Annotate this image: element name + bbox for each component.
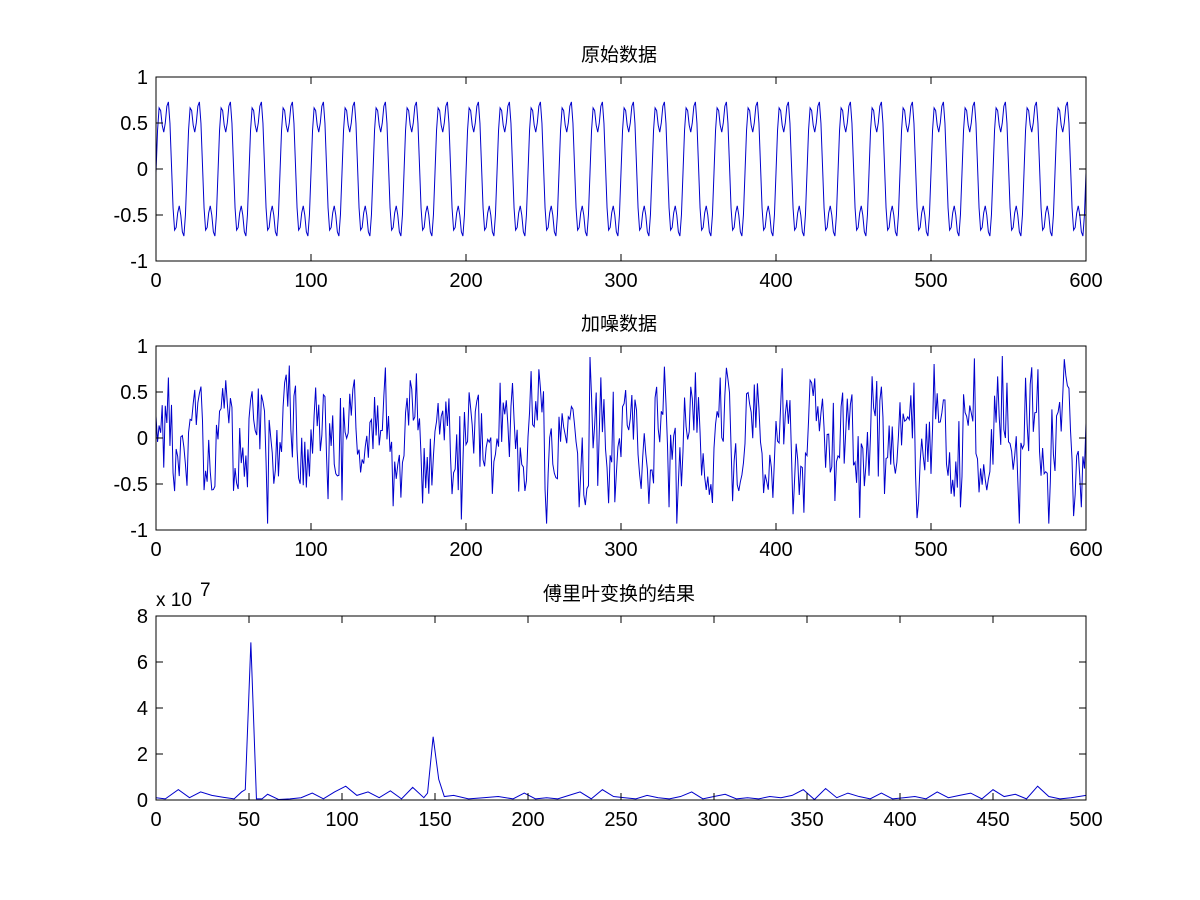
x-tick-label: 500 [914,270,947,292]
x-tick-label: 150 [418,809,451,831]
y-tick-label: 0.5 [120,382,148,404]
x-tick-label: 0 [150,270,161,292]
x-tick-label: 450 [976,809,1009,831]
y-tick-label: -1 [130,520,148,542]
y-exponent-power: 7 [200,580,211,601]
series-line [156,356,1086,524]
y-tick-label: 1 [137,67,148,89]
y-tick-label: 1 [137,336,148,358]
x-tick-label: 300 [604,270,637,292]
x-tick-label: 200 [449,539,482,561]
x-tick-label: 400 [759,270,792,292]
subplot-1: 0 100 200 300 400 500 600 -1 -0.5 0 0.5 1 原始数据 [114,44,1103,292]
x-tick-label: 200 [511,809,544,831]
x-tick-label: 250 [604,809,637,831]
x-tick-label: 300 [604,539,637,561]
y-tick-label: 2 [137,744,148,766]
x-tick-label: 100 [294,270,327,292]
x-tick-label: 0 [150,539,161,561]
y-tick-label: -0.5 [114,205,148,227]
y-tick-label: 8 [137,606,148,628]
axes-box [155,615,1087,801]
y-tick-label: 4 [137,698,148,720]
x-tick-label: 350 [790,809,823,831]
y-tick-label: 0.5 [120,113,148,135]
series-line [156,101,1086,237]
subplot-3: 0 50 100 150 200 250 300 350 400 450 500 0 2 4 6 8 傅里叶变换… [137,580,1103,831]
x-tick-label: 0 [150,809,161,831]
x-tick-label: 500 [1069,809,1102,831]
y-tick-label: 0 [137,159,148,181]
y-tick-label: 0 [137,428,148,450]
x-tick-label: 500 [914,539,947,561]
x-tick-label: 400 [883,809,916,831]
subplot-2: 0 100 200 300 400 500 600 -1 -0.5 0 0.5 1 加噪数据 [114,313,1103,561]
y-tick-label: -1 [130,251,148,273]
x-tick-label: 200 [449,270,482,292]
x-tick-label: 600 [1069,270,1102,292]
subplot-title: 原始数据 [581,44,657,66]
y-tick-label: -0.5 [114,474,148,496]
axes-box [155,345,1087,531]
x-tick-label: 400 [759,539,792,561]
y-exponent-label: x 10 [156,590,192,611]
y-tick-label: 0 [137,790,148,812]
series-line [156,642,1086,800]
subplot-title: 加噪数据 [581,313,657,335]
x-tick-label: 300 [697,809,730,831]
x-tick-label: 600 [1069,539,1102,561]
x-tick-label: 100 [294,539,327,561]
x-tick-label: 50 [238,809,260,831]
subplot-title: 傅里叶变换的结果 [543,583,695,605]
x-tick-label: 100 [325,809,358,831]
y-tick-label: 6 [137,652,148,674]
